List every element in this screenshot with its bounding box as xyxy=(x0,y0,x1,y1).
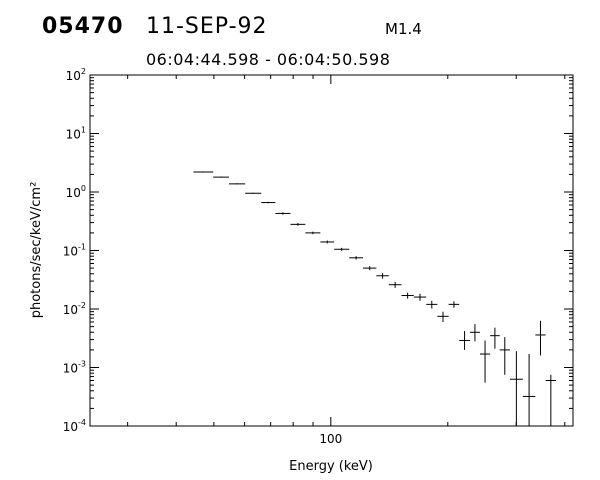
data-point xyxy=(290,223,306,226)
data-point xyxy=(388,281,402,288)
y-tick-label: 100 xyxy=(66,184,86,200)
y-tick-label: 101 xyxy=(66,126,86,142)
axis-ticks xyxy=(90,74,573,427)
plot-frame xyxy=(89,74,574,427)
data-point xyxy=(479,340,491,383)
data-point xyxy=(545,374,557,426)
data-points xyxy=(193,171,557,426)
y-tick-labels: 10-4 10-3 10-2 10-1 100 101 102 xyxy=(63,67,86,434)
data-point xyxy=(193,171,214,173)
y-tick-label: 10-2 xyxy=(63,301,86,317)
data-point xyxy=(376,273,389,279)
event-id: 05470 xyxy=(42,14,124,39)
event-date: 11-SEP-92 xyxy=(146,14,268,39)
time-range: 06:04:44.598 - 06:04:50.598 xyxy=(146,50,391,69)
data-point xyxy=(245,192,262,194)
data-point xyxy=(320,240,335,244)
data-point xyxy=(469,324,480,342)
data-point xyxy=(509,351,523,426)
y-tick-label: 10-3 xyxy=(63,360,86,376)
data-point xyxy=(349,256,363,260)
data-point xyxy=(448,301,460,308)
data-point xyxy=(490,327,500,349)
data-point xyxy=(362,266,377,271)
data-point xyxy=(437,311,449,322)
x-axis-label: Energy (keV) xyxy=(289,459,373,474)
data-point xyxy=(426,300,438,309)
data-point xyxy=(334,247,350,251)
y-tick-label: 102 xyxy=(66,67,86,83)
y-axis-label: photons/sec/keV/cm² xyxy=(29,182,44,319)
data-point xyxy=(413,293,427,301)
data-point xyxy=(499,337,510,375)
data-point xyxy=(305,231,321,235)
x-tick-labels: 100 xyxy=(319,432,342,446)
data-point xyxy=(522,354,536,426)
data-point xyxy=(213,176,230,178)
data-point xyxy=(229,183,246,185)
data-point xyxy=(459,331,470,350)
data-point xyxy=(261,201,276,204)
y-tick-label: 10-1 xyxy=(63,243,86,259)
y-tick-label: 10-4 xyxy=(63,418,86,434)
data-point xyxy=(275,212,291,215)
data-point xyxy=(535,320,546,356)
flare-class: M1.4 xyxy=(385,20,422,38)
x-tick-label: 100 xyxy=(319,432,342,446)
data-point xyxy=(401,292,414,299)
